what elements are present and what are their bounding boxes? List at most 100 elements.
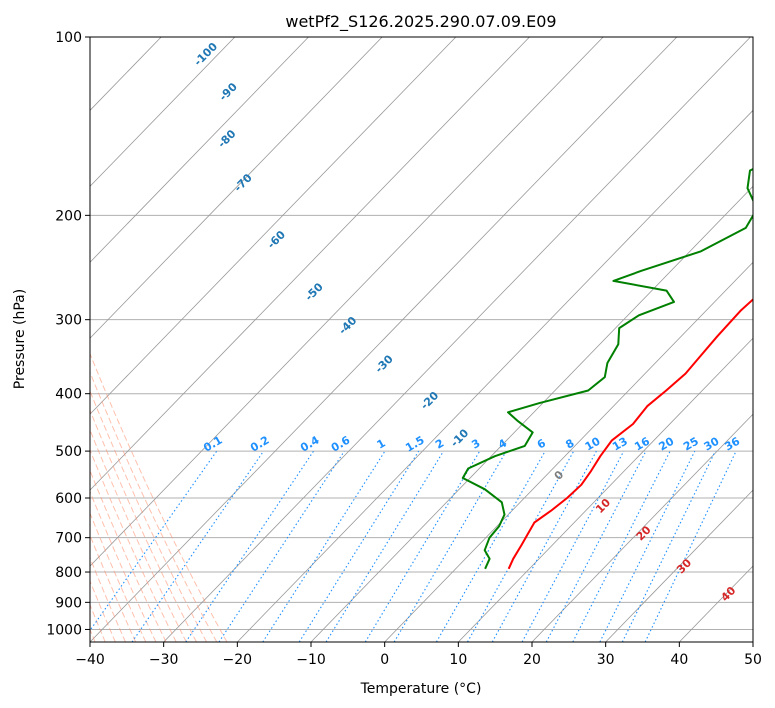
isotherm-line xyxy=(605,489,753,642)
x-tick-label: 0 xyxy=(380,652,389,668)
mixing-ratio-label: 3 xyxy=(469,437,482,452)
y-tick-label: 700 xyxy=(55,531,82,547)
mixing-ratio-line xyxy=(262,450,386,642)
isotherm-line xyxy=(163,37,751,642)
dry-adiabat-line xyxy=(90,469,167,642)
isotherm-line xyxy=(90,37,457,415)
y-tick-label: 100 xyxy=(55,30,82,46)
plot-frame xyxy=(89,36,754,643)
x-tick-label: 20 xyxy=(523,652,541,668)
dry-adiabat-label: -30 xyxy=(373,352,396,375)
mixing-ratio-line xyxy=(393,450,507,642)
dry-adiabat-label: -60 xyxy=(265,228,288,251)
temperature-line xyxy=(507,298,753,570)
moist-adiabat-label: 10 xyxy=(593,496,613,516)
y-tick-label: 600 xyxy=(55,491,82,507)
mixing-ratio-line xyxy=(621,450,716,642)
isotherm-line xyxy=(531,413,753,642)
dry-adiabat-line xyxy=(90,556,126,642)
isotherm-line xyxy=(752,641,753,642)
mixing-ratio-line xyxy=(521,450,625,642)
mixing-ratio-line xyxy=(435,450,546,642)
dry-adiabat-line xyxy=(90,428,187,642)
dry-adiabat-line xyxy=(90,389,208,642)
moist-adiabat-label: 30 xyxy=(674,556,694,576)
x-tick-label: 10 xyxy=(449,652,467,668)
isotherm-line xyxy=(90,37,530,491)
dry-adiabat-label: -50 xyxy=(303,280,326,303)
x-tick-label: 50 xyxy=(744,652,762,668)
y-tick-label: 400 xyxy=(55,387,82,403)
dry-adiabat-line xyxy=(0,37,4,642)
x-tick-label: 30 xyxy=(597,652,615,668)
moist-adiabat-label: 0 xyxy=(552,468,567,483)
dry-adiabat-label: -40 xyxy=(336,314,359,337)
dry-adiabat-label: -70 xyxy=(232,171,255,194)
y-tick-label: 800 xyxy=(55,565,82,581)
dry-adiabat-label: -20 xyxy=(418,389,441,412)
background-lines xyxy=(0,37,753,642)
mixing-ratio-line xyxy=(599,450,696,642)
dry-adiabat-label: -90 xyxy=(217,80,240,103)
dry-adiabat-line xyxy=(90,490,157,642)
dry-adiabat-line xyxy=(90,409,197,642)
chart-title: wetPf2_S126.2025.290.07.09.E09 xyxy=(285,12,556,32)
y-tick-label: 500 xyxy=(55,444,82,460)
x-tick-label: −30 xyxy=(149,652,179,668)
dry-adiabat-line xyxy=(90,352,228,642)
y-tick-label: 1000 xyxy=(46,622,82,638)
mixing-ratio-line xyxy=(572,450,671,642)
dry-adiabat-line xyxy=(90,371,218,642)
dry-adiabat-line xyxy=(90,534,137,642)
mixing-ratio-line xyxy=(131,450,265,642)
x-axis-label: Temperature (°C) xyxy=(360,681,482,697)
x-tick-label: −20 xyxy=(223,652,253,668)
isotherm-line xyxy=(458,337,753,642)
moist-adiabat-label: 40 xyxy=(718,584,738,604)
x-tick-label: −10 xyxy=(296,652,326,668)
dewpoint-line xyxy=(461,167,753,570)
isotherm-line xyxy=(90,37,309,263)
dry-adiabat-label: -10 xyxy=(448,426,471,449)
x-axis: −40 −30 −20 −10 0 10 20 30 40 50 xyxy=(75,642,762,668)
dry-adiabat-label: -100 xyxy=(191,40,220,69)
y-tick-label: 300 xyxy=(55,313,82,329)
mixing-ratio-line xyxy=(185,450,315,642)
x-tick-label: −40 xyxy=(75,652,105,668)
dry-adiabat-line xyxy=(90,448,177,642)
dry-adiabat-label: -80 xyxy=(215,127,238,150)
isotherm-line xyxy=(90,37,383,339)
mixing-ratio-label: 8 xyxy=(563,437,576,452)
profile-lines xyxy=(461,167,753,570)
y-axis-label: Pressure (hPa) xyxy=(12,289,28,389)
y-axis: 1000 900 800 700 600 500 400 300 200 100 xyxy=(46,30,90,638)
mixing-ratio-label: 1 xyxy=(375,437,388,452)
dry-adiabat-line xyxy=(0,37,65,642)
dry-adiabat-line xyxy=(90,579,116,642)
y-tick-label: 200 xyxy=(55,208,82,224)
mixing-ratio-line xyxy=(325,450,444,642)
mixing-ratio-label: 6 xyxy=(535,436,548,451)
y-tick-label: 900 xyxy=(55,595,82,611)
isotherm-line xyxy=(90,37,604,567)
mixing-ratio-line xyxy=(491,450,597,642)
mixing-ratio-line xyxy=(298,450,420,642)
isotherm-line xyxy=(237,109,753,642)
isotherm-line xyxy=(384,261,753,642)
isoline-labels: 0.1 0.2 0.4 0.6 1 1.5 2 3 4 6 8 10 13 16 20 25 30 36-100-… xyxy=(191,40,742,604)
mixing-ratio-label: 2 xyxy=(433,437,446,452)
mixing-ratio-line xyxy=(364,450,481,642)
mixing-ratio-line xyxy=(644,450,737,642)
moist-adiabat-line xyxy=(0,37,3,642)
x-tick-label: 40 xyxy=(670,652,688,668)
isotherm-line xyxy=(90,37,236,187)
mixing-ratio-line xyxy=(90,450,218,632)
dry-adiabat-line xyxy=(90,512,147,642)
isotherm-line xyxy=(310,185,753,642)
mixing-ratio-line xyxy=(218,450,345,642)
moist-adiabat-line xyxy=(0,37,8,642)
isotherm-line xyxy=(90,37,678,642)
moist-adiabat-label: 20 xyxy=(634,523,654,543)
